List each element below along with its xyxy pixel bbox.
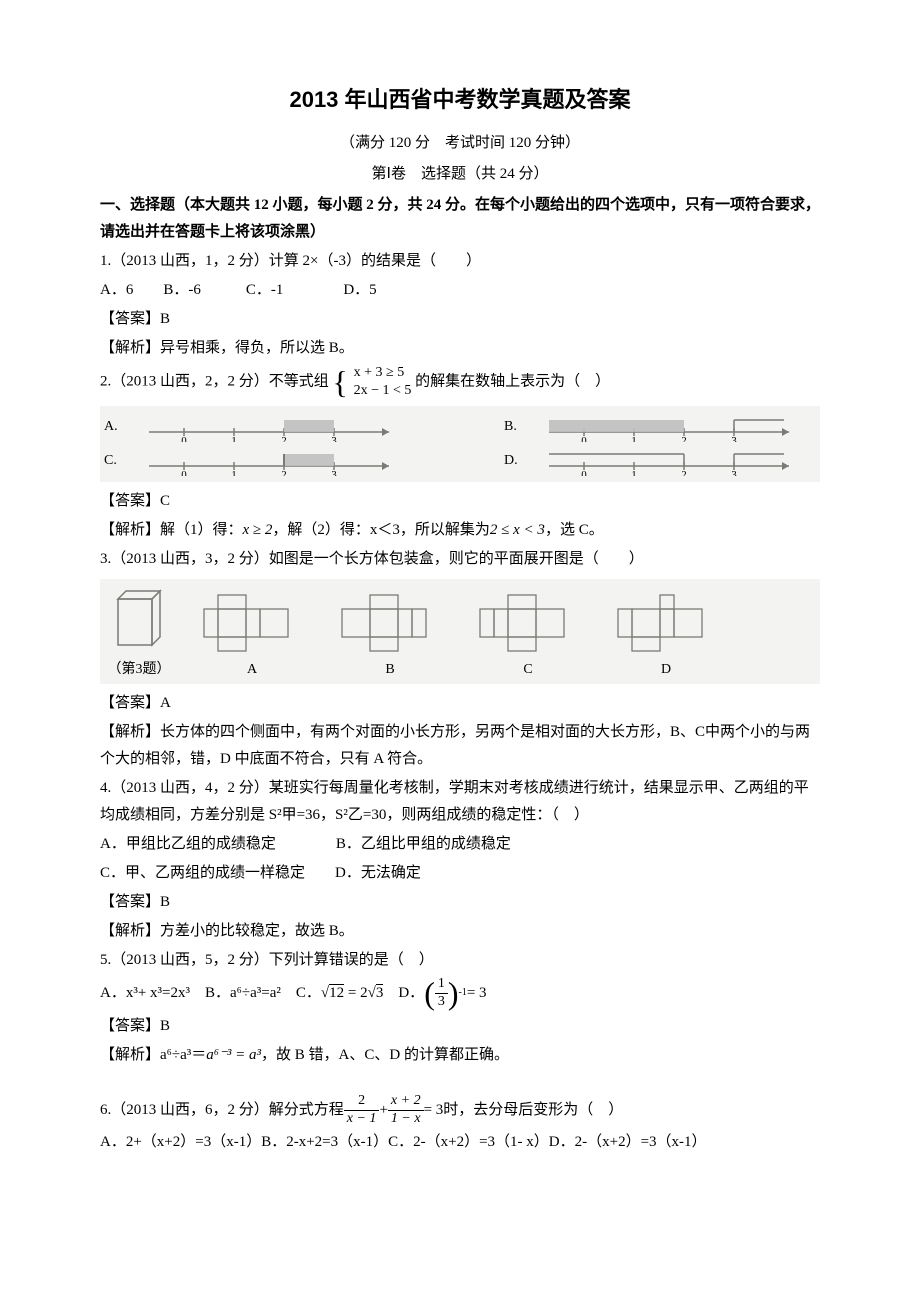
- q2-sys-bot: 2x − 1 < 5: [354, 382, 412, 400]
- q5-answer: 【答案】B: [100, 1013, 820, 1040]
- q3-label-c: C: [468, 657, 588, 682]
- svg-text:2: 2: [281, 435, 287, 442]
- q5-num: 1: [435, 976, 448, 994]
- section-1-heading: 一、选择题（本大题共 12 小题，每小题 2 分，共 24 分。在每个小题给出的…: [100, 192, 820, 246]
- q5-den: 3: [435, 994, 448, 1011]
- svg-text:3: 3: [731, 435, 737, 442]
- svg-text:3: 3: [331, 469, 337, 476]
- svg-text:3: 3: [731, 469, 737, 476]
- q4-opts-cd: C．甲、乙两组的成绩一样稳定 D．无法确定: [100, 860, 820, 887]
- q5-paren-frac: ( 13 ) -1: [424, 976, 467, 1011]
- q6-options: A．2+（x+2）=3（x-1）B．2-x+2=3（x-1）C．2-（x+2）=…: [100, 1129, 820, 1156]
- q4-stem: 4.（2013 山西，4，2 分）某班实行每周量化考核制，学期末对考核成绩进行统…: [100, 775, 820, 829]
- q5-exp: -1: [459, 984, 467, 1002]
- q1-answer: 【答案】B: [100, 306, 820, 333]
- q2-exp-m1: x ≥ 2: [243, 522, 273, 538]
- q2-system: x + 3 ≥ 5 2x − 1 < 5: [354, 364, 412, 400]
- svg-text:2: 2: [681, 469, 687, 476]
- q1-stem: 1.（2013 山西，1，2 分）计算 2×（-3）的结果是（ ）: [100, 248, 820, 275]
- q4-opt-b: B．乙组比甲组的成绩稳定: [336, 836, 511, 852]
- q2-exp-m2: ，解（2）得：x＜3，所以解集为: [272, 522, 490, 538]
- q5-sqrt: √12 = 2√3: [321, 980, 383, 1007]
- q6-eq: = 3: [424, 1097, 444, 1124]
- q2-explanation: 【解析】解（1）得：x ≥ 2，解（2）得：x＜3，所以解集为2 ≤ x < 3…: [100, 517, 820, 544]
- brace-icon: {: [333, 366, 348, 398]
- q6-plus: +: [379, 1097, 387, 1124]
- q6-f2n: x + 2: [388, 1093, 424, 1111]
- q3-answer: 【答案】A: [100, 690, 820, 717]
- q4-opt-d: D．无法确定: [335, 865, 421, 881]
- q3-box: （第3题）: [104, 585, 174, 682]
- q5-exp-math: a⁶⁻³ = a³: [206, 1047, 261, 1063]
- svg-text:3: 3: [331, 435, 337, 442]
- q2-label-b: B.: [504, 414, 524, 439]
- q6-f1d: x − 1: [344, 1111, 380, 1128]
- subtitle-score: （满分 120 分 考试时间 120 分钟）: [100, 130, 820, 157]
- svg-text:0: 0: [181, 469, 187, 476]
- q2-exp-post: ，选 C。: [545, 522, 604, 538]
- numberline-c: 0 1 2 3: [144, 446, 404, 476]
- q3-nets: （第3题） A B C: [100, 579, 820, 684]
- q2-sys-top: x + 3 ≥ 5: [354, 364, 412, 382]
- svg-text:0: 0: [581, 469, 587, 476]
- q4-opt-c: C．甲、乙两组的成绩一样稳定: [100, 865, 305, 881]
- q2-label-d: D.: [504, 448, 524, 473]
- q5-explanation: 【解析】a⁶÷a³＝a⁶⁻³ = a³，故 B 错，A、C、D 的计算都正确。: [100, 1042, 820, 1069]
- q1-explanation: 【解析】异号相乘，得负，所以选 B。: [100, 335, 820, 362]
- page-title: 2013 年山西省中考数学真题及答案: [100, 80, 820, 120]
- q2-label-c: C.: [104, 448, 124, 473]
- q2-stem: 2.（2013 山西，2，2 分）不等式组 { x + 3 ≥ 5 2x − 1…: [100, 364, 820, 400]
- numberline-b: 0 1 2 3: [544, 412, 804, 442]
- q3-net-a: A: [192, 585, 312, 682]
- svg-text:2: 2: [281, 469, 287, 476]
- svg-text:1: 1: [631, 469, 637, 476]
- q2-exp-m3: 2 ≤ x < 3: [490, 522, 545, 538]
- q5-options: A．x³+ x³=2x³ B．a⁶÷a³=a² C． √12 = 2√3 D． …: [100, 976, 820, 1011]
- q3-label-d: D: [606, 657, 726, 682]
- numberline-a: 0 1 2 3: [144, 412, 404, 442]
- q3-net-c: C: [468, 585, 588, 682]
- q5-exp-post: ，故 B 错，A、C、D 的计算都正确。: [261, 1047, 509, 1063]
- svg-text:0: 0: [581, 435, 587, 442]
- q2-exp-pre: 【解析】解（1）得：: [100, 522, 243, 538]
- q3-stem: 3.（2013 山西，3，2 分）如图是一个长方体包装盒，则它的平面展开图是（ …: [100, 546, 820, 573]
- q2-stem-pre: 2.（2013 山西，2，2 分）不等式组: [100, 373, 329, 389]
- svg-text:2: 2: [681, 435, 687, 442]
- q6-frac2: x + 21 − x: [388, 1093, 424, 1128]
- q6-stem: 6.（2013 山西，6，2 分）解分式方程 2x − 1 + x + 21 −…: [100, 1093, 820, 1128]
- q4-explanation: 【解析】方差小的比较稳定，故选 B。: [100, 918, 820, 945]
- q5-stem: 5.（2013 山西，5，2 分）下列计算错误的是（ ）: [100, 947, 820, 974]
- q3-net-d: D: [606, 585, 726, 682]
- svg-text:1: 1: [631, 435, 637, 442]
- q4-opt-a: A．甲组比乙组的成绩稳定: [100, 836, 276, 852]
- q3-net-b: B: [330, 585, 450, 682]
- q2-numberlines: A. 0 1 2 3 B. 0 1 2 3 C.: [100, 406, 820, 482]
- q3-label-a: A: [192, 657, 312, 682]
- q6-f2d: 1 − x: [388, 1111, 424, 1128]
- q5-exp-pre: 【解析】a⁶÷a³＝: [100, 1047, 206, 1063]
- q5-opt-abc: A．x³+ x³=2x³ B．a⁶÷a³=a² C．: [100, 980, 321, 1007]
- numberline-d: 0 1 2 3: [544, 446, 804, 476]
- q6-f1n: 2: [344, 1093, 380, 1111]
- svg-text:1: 1: [231, 435, 237, 442]
- q4-answer: 【答案】B: [100, 889, 820, 916]
- q3-explanation: 【解析】长方体的四个侧面中，有两个对面的小长方形，另两个是相对面的大长方形，B、…: [100, 719, 820, 773]
- q1-options: A．6 B．-6 C．-1 D．5: [100, 277, 820, 304]
- q2-stem-post: 的解集在数轴上表示为（ ）: [415, 373, 610, 389]
- q6-frac1: 2x − 1: [344, 1093, 380, 1128]
- q2-label-a: A.: [104, 414, 124, 439]
- subtitle-part: 第Ⅰ卷 选择题（共 24 分）: [100, 161, 820, 188]
- svg-text:1: 1: [231, 469, 237, 476]
- q4-opts-ab: A．甲组比乙组的成绩稳定 B．乙组比甲组的成绩稳定: [100, 831, 820, 858]
- q5-opt-d-pre: D．: [383, 980, 424, 1007]
- q6-stem-pre: 6.（2013 山西，6，2 分）解分式方程: [100, 1097, 344, 1124]
- q5-eq3: = 3: [467, 980, 487, 1007]
- q6-stem-post: 时，去分母后变形为（ ）: [443, 1097, 623, 1124]
- q3-label-b: B: [330, 657, 450, 682]
- q3-caption: （第3题）: [104, 657, 174, 682]
- svg-text:0: 0: [181, 435, 187, 442]
- q2-answer: 【答案】C: [100, 488, 820, 515]
